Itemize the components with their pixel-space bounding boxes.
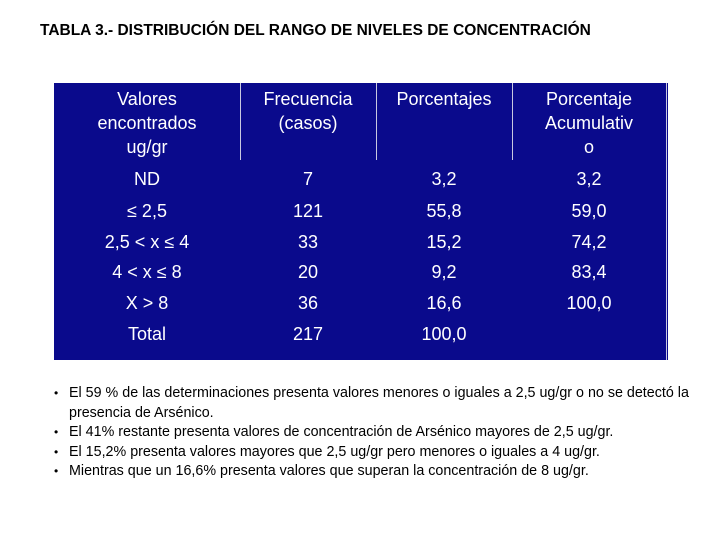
table-cell: 2,5 < x ≤ 4 — [104, 232, 190, 252]
list-item: • El 59 % de las determinaciones present… — [54, 384, 704, 423]
table-cell: 33 — [297, 232, 319, 252]
table-cell: ND — [134, 169, 160, 189]
data-table: Valores encontrados ug/gr Frecuencia (ca… — [54, 83, 668, 360]
summary-bullets: • El 59 % de las determinaciones present… — [54, 384, 704, 482]
table-cell: 15,2 — [426, 232, 462, 252]
list-item: • El 41% restante presenta valores de co… — [54, 423, 704, 443]
table-cell: 100,0 — [566, 293, 612, 313]
table-cell: 36 — [297, 293, 319, 313]
bullet-icon: • — [54, 425, 59, 439]
table-cell: 16,6 — [426, 293, 462, 313]
table-cell: 83,4 — [571, 262, 607, 282]
table-cell: Total — [127, 324, 167, 344]
table-cell: 3,2 — [431, 169, 457, 189]
table-cell: 9,2 — [431, 262, 457, 282]
table-cell: 217 — [292, 324, 324, 344]
table-cell: 100,0 — [421, 324, 467, 344]
bullet-icon: • — [54, 444, 59, 459]
table-cell: ≤ 2,5 — [127, 201, 167, 221]
table-cell: 20 — [297, 262, 319, 282]
table-cell: 3,2 — [576, 169, 602, 189]
list-item: • Mientras que un 16,6% presenta valores… — [54, 462, 704, 482]
header-cell-values: Valores encontrados ug/gr — [97, 89, 197, 157]
table-right-border — [666, 83, 667, 360]
header-cell-cumulative: Porcentaje Acumulativ o — [544, 89, 634, 157]
header-cell-percentages: Porcentajes — [396, 89, 492, 109]
page-title: TABLA 3.- DISTRIBUCIÓN DEL RANGO DE NIVE… — [40, 22, 591, 39]
bullet-icon: • — [54, 386, 59, 400]
table-cell: 55,8 — [426, 201, 462, 221]
table-cell: 121 — [292, 201, 324, 221]
table-cell: 59,0 — [571, 201, 607, 221]
bullet-icon: • — [54, 464, 59, 478]
column-divider — [512, 83, 513, 160]
column-divider — [240, 83, 241, 160]
list-item: • El 15,2% presenta valores mayores que … — [54, 443, 704, 463]
table-cell: 4 < x ≤ 8 — [112, 262, 182, 282]
column-divider — [376, 83, 377, 160]
table-cell: 74,2 — [571, 232, 607, 252]
table-cell: 7 — [302, 169, 313, 189]
table-cell: X > 8 — [125, 293, 169, 313]
header-cell-frequency: Frecuencia (casos) — [263, 89, 353, 133]
